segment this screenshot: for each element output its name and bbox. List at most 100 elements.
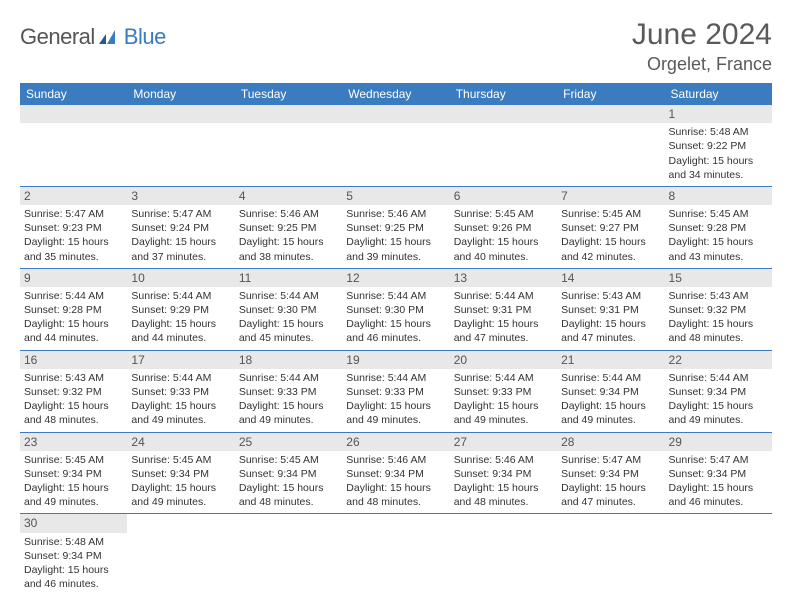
sunrise-text: Sunrise: 5:47 AM — [561, 453, 660, 467]
sunset-text: Sunset: 9:22 PM — [669, 139, 768, 153]
daylight-text: Daylight: 15 hours and 48 minutes. — [24, 399, 123, 427]
calendar-cell: 6Sunrise: 5:45 AMSunset: 9:26 PMDaylight… — [450, 186, 557, 268]
calendar-cell: 13Sunrise: 5:44 AMSunset: 9:31 PMDayligh… — [450, 268, 557, 350]
daylight-text: Daylight: 15 hours and 35 minutes. — [24, 235, 123, 263]
calendar-cell: 22Sunrise: 5:44 AMSunset: 9:34 PMDayligh… — [665, 350, 772, 432]
calendar-cell-empty — [20, 105, 127, 186]
daylight-text: Daylight: 15 hours and 37 minutes. — [131, 235, 230, 263]
day-number: 5 — [342, 187, 449, 205]
sunset-text: Sunset: 9:33 PM — [346, 385, 445, 399]
daylight-text: Daylight: 15 hours and 43 minutes. — [669, 235, 768, 263]
sunset-text: Sunset: 9:34 PM — [346, 467, 445, 481]
sunrise-text: Sunrise: 5:44 AM — [346, 289, 445, 303]
sunrise-text: Sunrise: 5:45 AM — [454, 207, 553, 221]
day-number: 3 — [127, 187, 234, 205]
daylight-text: Daylight: 15 hours and 49 minutes. — [346, 399, 445, 427]
sunrise-text: Sunrise: 5:43 AM — [24, 371, 123, 385]
calendar-cell: 20Sunrise: 5:44 AMSunset: 9:33 PMDayligh… — [450, 350, 557, 432]
calendar-cell: 21Sunrise: 5:44 AMSunset: 9:34 PMDayligh… — [557, 350, 664, 432]
calendar-table: SundayMondayTuesdayWednesdayThursdayFrid… — [20, 83, 772, 595]
sunset-text: Sunset: 9:34 PM — [669, 467, 768, 481]
weekday-header: Sunday — [20, 83, 127, 105]
calendar-row: 1Sunrise: 5:48 AMSunset: 9:22 PMDaylight… — [20, 105, 772, 186]
daylight-text: Daylight: 15 hours and 44 minutes. — [131, 317, 230, 345]
weekday-header: Monday — [127, 83, 234, 105]
calendar-cell: 29Sunrise: 5:47 AMSunset: 9:34 PMDayligh… — [665, 432, 772, 514]
sunrise-text: Sunrise: 5:47 AM — [131, 207, 230, 221]
sunrise-text: Sunrise: 5:46 AM — [454, 453, 553, 467]
calendar-cell-empty — [665, 514, 772, 595]
daylight-text: Daylight: 15 hours and 49 minutes. — [131, 399, 230, 427]
day-number: 16 — [20, 351, 127, 369]
day-number: 23 — [20, 433, 127, 451]
title-block: June 2024 Orgelet, France — [632, 18, 772, 75]
sunset-text: Sunset: 9:34 PM — [561, 467, 660, 481]
cell-body: Sunrise: 5:44 AMSunset: 9:29 PMDaylight:… — [127, 287, 234, 350]
day-number: 17 — [127, 351, 234, 369]
sunset-text: Sunset: 9:31 PM — [561, 303, 660, 317]
cell-body: Sunrise: 5:48 AMSunset: 9:22 PMDaylight:… — [665, 123, 772, 186]
calendar-cell-empty — [450, 105, 557, 186]
sunset-text: Sunset: 9:26 PM — [454, 221, 553, 235]
cell-body: Sunrise: 5:44 AMSunset: 9:33 PMDaylight:… — [342, 369, 449, 432]
cell-body: Sunrise: 5:44 AMSunset: 9:33 PMDaylight:… — [235, 369, 342, 432]
cell-body: Sunrise: 5:44 AMSunset: 9:30 PMDaylight:… — [235, 287, 342, 350]
day-number: 12 — [342, 269, 449, 287]
sunset-text: Sunset: 9:33 PM — [239, 385, 338, 399]
sunrise-text: Sunrise: 5:44 AM — [454, 371, 553, 385]
calendar-cell: 2Sunrise: 5:47 AMSunset: 9:23 PMDaylight… — [20, 186, 127, 268]
calendar-cell: 12Sunrise: 5:44 AMSunset: 9:30 PMDayligh… — [342, 268, 449, 350]
cell-body: Sunrise: 5:45 AMSunset: 9:34 PMDaylight:… — [127, 451, 234, 514]
day-number: 19 — [342, 351, 449, 369]
daylight-text: Daylight: 15 hours and 40 minutes. — [454, 235, 553, 263]
calendar-cell-empty — [342, 105, 449, 186]
day-number: 21 — [557, 351, 664, 369]
daylight-text: Daylight: 15 hours and 49 minutes. — [239, 399, 338, 427]
cell-body: Sunrise: 5:44 AMSunset: 9:33 PMDaylight:… — [450, 369, 557, 432]
calendar-cell: 26Sunrise: 5:46 AMSunset: 9:34 PMDayligh… — [342, 432, 449, 514]
calendar-cell: 19Sunrise: 5:44 AMSunset: 9:33 PMDayligh… — [342, 350, 449, 432]
day-number: 7 — [557, 187, 664, 205]
daylight-text: Daylight: 15 hours and 39 minutes. — [346, 235, 445, 263]
cell-body: Sunrise: 5:45 AMSunset: 9:28 PMDaylight:… — [665, 205, 772, 268]
cell-body: Sunrise: 5:48 AMSunset: 9:34 PMDaylight:… — [20, 533, 127, 596]
sunset-text: Sunset: 9:28 PM — [24, 303, 123, 317]
sunrise-text: Sunrise: 5:43 AM — [561, 289, 660, 303]
sails-icon — [99, 27, 121, 48]
cell-body: Sunrise: 5:45 AMSunset: 9:26 PMDaylight:… — [450, 205, 557, 268]
sunset-text: Sunset: 9:34 PM — [454, 467, 553, 481]
cell-body: Sunrise: 5:45 AMSunset: 9:27 PMDaylight:… — [557, 205, 664, 268]
calendar-cell: 3Sunrise: 5:47 AMSunset: 9:24 PMDaylight… — [127, 186, 234, 268]
cell-body: Sunrise: 5:45 AMSunset: 9:34 PMDaylight:… — [235, 451, 342, 514]
sunset-text: Sunset: 9:34 PM — [131, 467, 230, 481]
daylight-text: Daylight: 15 hours and 48 minutes. — [239, 481, 338, 509]
day-number: 13 — [450, 269, 557, 287]
logo-word-2: Blue — [124, 24, 166, 50]
cell-body: Sunrise: 5:43 AMSunset: 9:31 PMDaylight:… — [557, 287, 664, 350]
page-subtitle: Orgelet, France — [632, 54, 772, 75]
day-number: 27 — [450, 433, 557, 451]
sunrise-text: Sunrise: 5:48 AM — [669, 125, 768, 139]
daylight-text: Daylight: 15 hours and 45 minutes. — [239, 317, 338, 345]
sunset-text: Sunset: 9:31 PM — [454, 303, 553, 317]
sunset-text: Sunset: 9:32 PM — [24, 385, 123, 399]
sunset-text: Sunset: 9:33 PM — [131, 385, 230, 399]
cell-body: Sunrise: 5:44 AMSunset: 9:34 PMDaylight:… — [557, 369, 664, 432]
day-number: 9 — [20, 269, 127, 287]
calendar-row: 9Sunrise: 5:44 AMSunset: 9:28 PMDaylight… — [20, 268, 772, 350]
sunrise-text: Sunrise: 5:45 AM — [239, 453, 338, 467]
sunset-text: Sunset: 9:29 PM — [131, 303, 230, 317]
daylight-text: Daylight: 15 hours and 38 minutes. — [239, 235, 338, 263]
calendar-cell: 30Sunrise: 5:48 AMSunset: 9:34 PMDayligh… — [20, 514, 127, 595]
calendar-cell: 7Sunrise: 5:45 AMSunset: 9:27 PMDaylight… — [557, 186, 664, 268]
sunrise-text: Sunrise: 5:48 AM — [24, 535, 123, 549]
cell-body: Sunrise: 5:47 AMSunset: 9:24 PMDaylight:… — [127, 205, 234, 268]
day-number: 24 — [127, 433, 234, 451]
daylight-text: Daylight: 15 hours and 49 minutes. — [24, 481, 123, 509]
daynum-bar-empty — [342, 105, 449, 123]
cell-body: Sunrise: 5:44 AMSunset: 9:28 PMDaylight:… — [20, 287, 127, 350]
day-number: 8 — [665, 187, 772, 205]
sunset-text: Sunset: 9:34 PM — [239, 467, 338, 481]
calendar-cell: 8Sunrise: 5:45 AMSunset: 9:28 PMDaylight… — [665, 186, 772, 268]
sunset-text: Sunset: 9:34 PM — [669, 385, 768, 399]
